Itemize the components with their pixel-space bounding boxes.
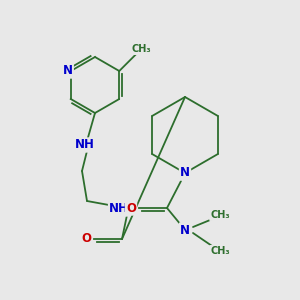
Text: CH₃: CH₃ [210,246,230,256]
Text: CH₃: CH₃ [210,210,230,220]
Text: NH: NH [75,139,95,152]
Text: N: N [180,224,190,236]
Text: NH: NH [109,202,129,215]
Text: CH₃: CH₃ [131,44,151,54]
Text: N: N [63,64,73,77]
Text: O: O [126,202,136,214]
Text: O: O [81,232,91,245]
Text: N: N [180,167,190,179]
